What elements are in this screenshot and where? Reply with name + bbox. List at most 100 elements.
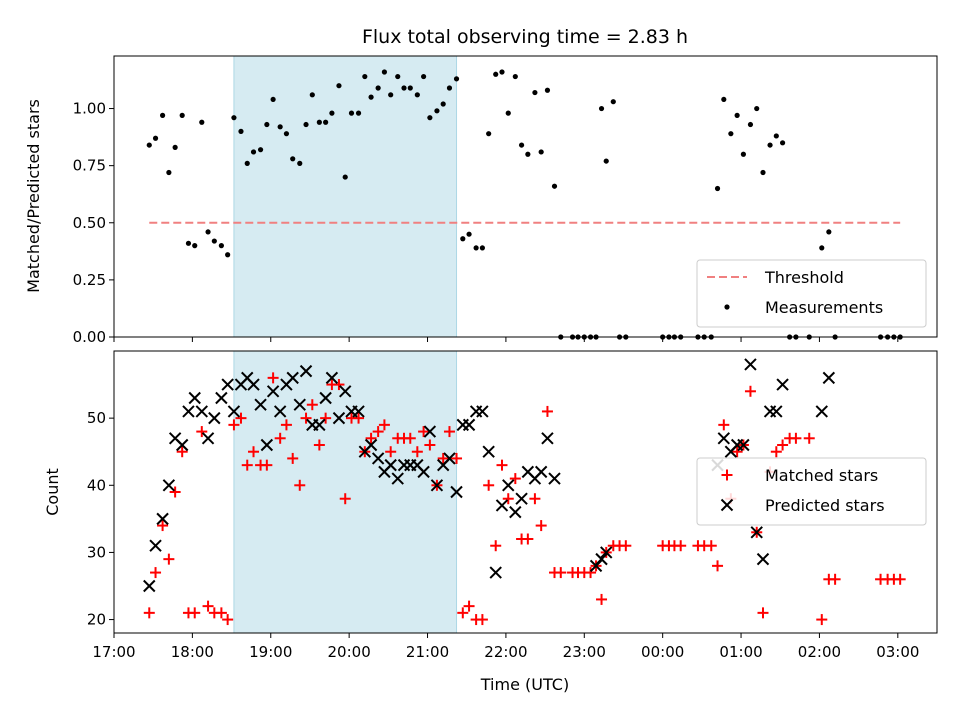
matched-star-point (365, 432, 377, 444)
matched-star-point (261, 459, 273, 471)
measurement-point (779, 140, 786, 146)
top-plot-ratio: 0.00 0.25 0.50 0.75 1.00 Threshold Measurement… (73, 55, 938, 346)
measurement-point (336, 83, 342, 89)
predicted-star-point-b (489, 566, 502, 579)
bottom-x-tick-label: 03:00 (876, 643, 919, 661)
predicted-star-point-b (188, 391, 201, 405)
top-y-tick-label: 0.00 (73, 328, 106, 346)
measurement-point (303, 121, 309, 128)
measurement-point (225, 252, 231, 258)
predicted-star-point-b (417, 465, 430, 479)
predicted-star-point-b (770, 405, 783, 418)
predicted-star-point-b (776, 378, 789, 391)
predicted-star-point-b (266, 385, 280, 398)
predicted-star-point-b (168, 432, 182, 445)
predicted-star-point (595, 552, 608, 566)
matched-star-point (509, 473, 521, 485)
predicted-star-point (260, 438, 274, 452)
measurement-point (610, 99, 616, 105)
predicted-star-point (149, 539, 162, 552)
predicted-star-point-b (430, 479, 444, 492)
matched-star-point (770, 446, 782, 458)
predicted-star-point-b (750, 526, 763, 539)
matched-star-point (143, 607, 155, 619)
bottom-legend-box (696, 457, 927, 526)
predicted-star-point (541, 432, 554, 445)
predicted-star-point (208, 411, 221, 425)
predicted-star-point-b (221, 378, 234, 391)
legend-matched-label: Matched stars (765, 466, 878, 485)
x-axis-label: Time (UTC) (480, 675, 569, 694)
predicted-star-point (293, 398, 306, 411)
measurement-point (505, 110, 511, 116)
predicted-star-point (313, 418, 326, 432)
matched-star-point (476, 614, 488, 626)
matched-star-point (496, 459, 508, 471)
predicted-star-point (299, 364, 313, 378)
predicted-star-point (462, 418, 476, 432)
measurement-point (538, 149, 544, 155)
predicted-star-point (266, 385, 280, 398)
measurement-point (740, 151, 746, 157)
predicted-star-point-b (195, 405, 208, 418)
predicted-star-point (254, 398, 267, 411)
matched-star-point (215, 607, 227, 619)
predicted-star-point-b (548, 472, 561, 485)
measurement-point (348, 110, 355, 116)
predicted-star-point (325, 371, 339, 385)
measurement-point (395, 73, 401, 80)
matched-star-point (176, 446, 188, 458)
matched-star-point (287, 452, 299, 464)
predicted-star-point-b (815, 405, 828, 418)
predicted-star-point (815, 405, 828, 418)
top-y-tick-label: 0.25 (73, 271, 106, 289)
measurement-point (211, 238, 217, 244)
top-highlight-span (233, 55, 458, 338)
predicted-star-point-b (482, 445, 495, 458)
predicted-star-point (515, 492, 528, 505)
predicted-star-point (332, 411, 346, 425)
bottom-y-tick-label: 50 (87, 409, 106, 427)
predicted-star-point (215, 391, 228, 405)
predicted-star-point-b (273, 405, 287, 418)
legend-predicted-swatch-b (720, 498, 734, 512)
predicted-star-point-b (541, 432, 554, 445)
measurement-point (159, 112, 166, 118)
top-y-tick-label: 0.50 (73, 214, 106, 232)
matched-star-point (235, 412, 247, 424)
predicted-star-point (352, 405, 365, 418)
predicted-star-point (495, 499, 509, 512)
measurement-point (355, 110, 362, 116)
predicted-star-point-b (391, 472, 404, 485)
predicted-star-point (482, 445, 495, 458)
predicted-star-point (534, 465, 548, 479)
matched-star-point (300, 412, 312, 424)
matched-star-point (535, 520, 547, 532)
predicted-star-point (423, 425, 437, 438)
measurement-point (754, 105, 760, 112)
measurement-point (603, 158, 609, 164)
bottom-y-tick-label: 30 (87, 543, 106, 561)
predicted-star-point (384, 458, 397, 472)
measurement-point (773, 133, 779, 139)
bottom-y-axis-label: Count (43, 468, 62, 516)
measurement-point (179, 112, 185, 118)
matched-star-point (777, 439, 789, 451)
matched-star-point (163, 553, 175, 565)
predicted-star-point-b (182, 405, 195, 418)
matched-star-point (490, 540, 502, 552)
predicted-star-point-b (325, 371, 339, 385)
matched-star-point (313, 439, 325, 451)
matched-star-point (372, 426, 384, 438)
measurement-point (414, 92, 420, 98)
matched-star-point (620, 540, 632, 552)
predicted-star-point-b (162, 479, 176, 492)
bottom-y-tick-label: 20 (87, 611, 106, 629)
measurement-point (264, 121, 270, 128)
predicted-star-point (822, 371, 836, 385)
matched-star-point (196, 426, 208, 438)
measurement-point (388, 92, 394, 98)
measurement-point (368, 94, 374, 100)
predicted-star-point-b (502, 479, 515, 492)
